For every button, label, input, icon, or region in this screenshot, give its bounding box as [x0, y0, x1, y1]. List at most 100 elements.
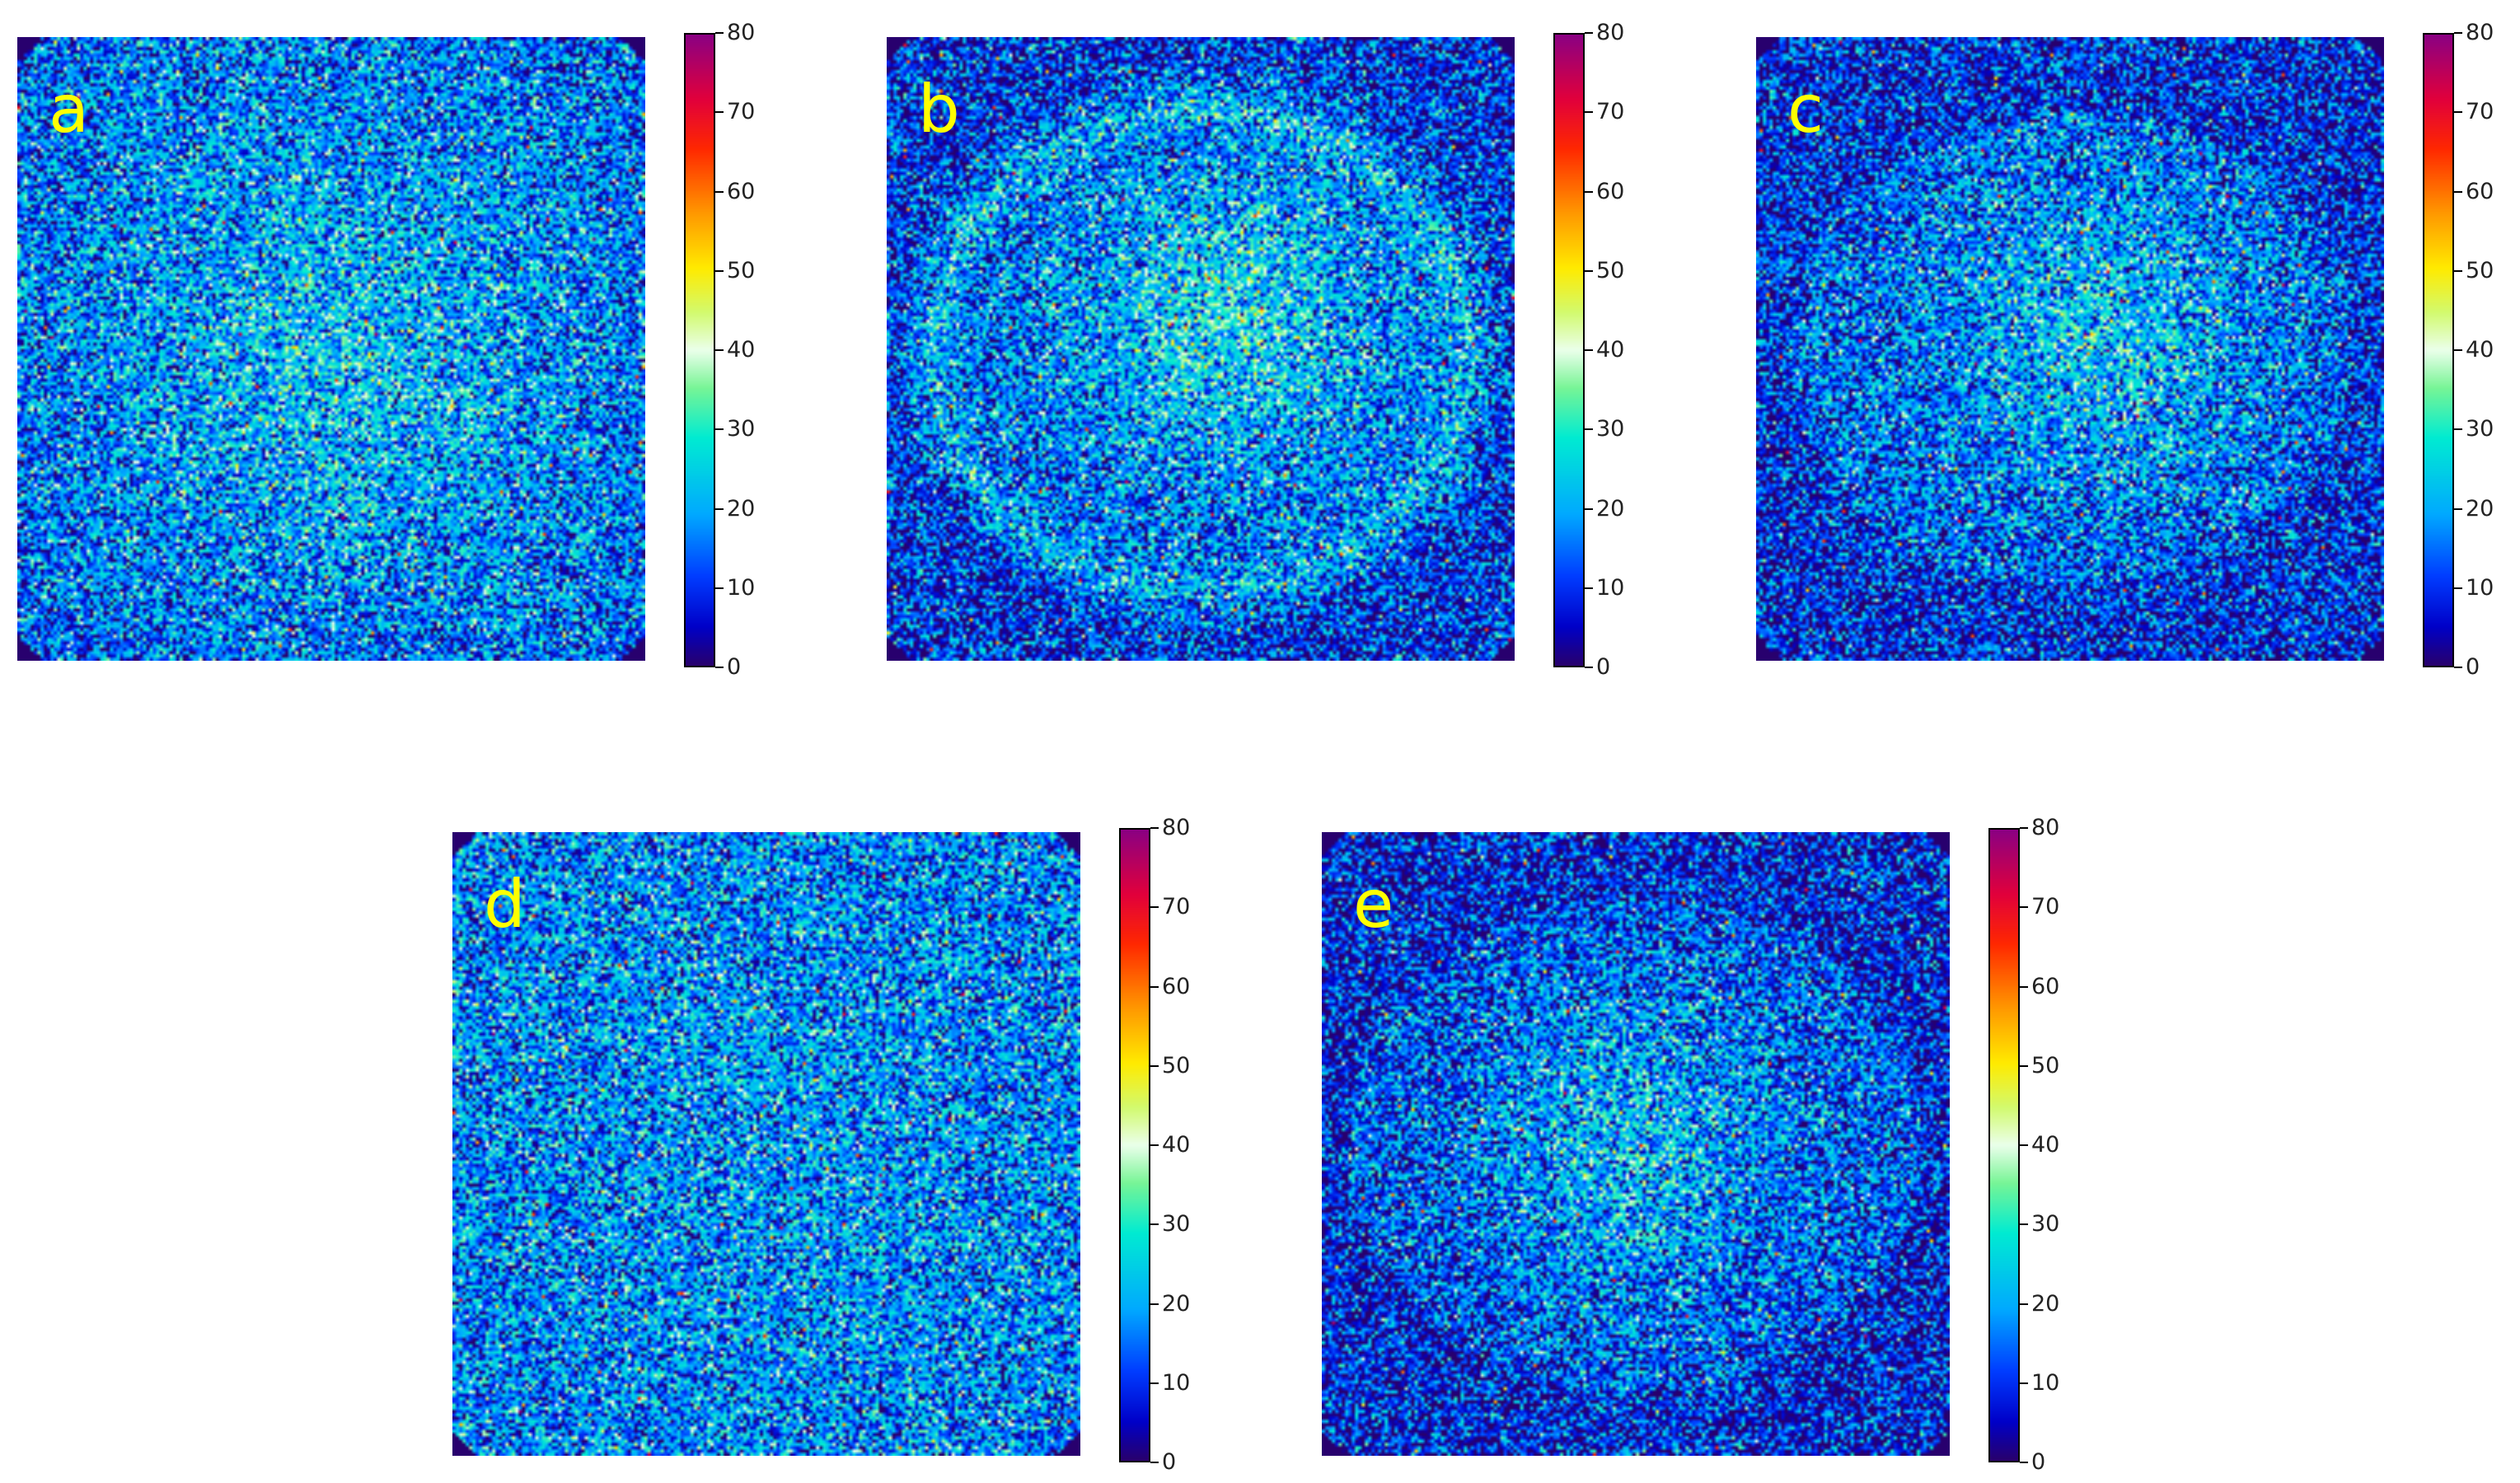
- colorbar-tick: [2454, 32, 2462, 34]
- colorbar-tick: [2454, 349, 2462, 351]
- colorbar-tick-label: 10: [2031, 1369, 2060, 1396]
- heatmap-d: [452, 832, 1080, 1456]
- colorbar-tick: [2020, 1462, 2028, 1463]
- colorbar-tick: [2454, 111, 2462, 114]
- colorbar-tick-label: 20: [2031, 1290, 2060, 1317]
- colorbar-tick-label: 0: [2031, 1449, 2046, 1475]
- colorbar-tick: [1150, 827, 1159, 829]
- colorbar-tick: [715, 667, 724, 668]
- colorbar-e: [1988, 828, 2020, 1462]
- colorbar-tick: [715, 349, 724, 351]
- colorbar-tick: [2020, 906, 2028, 909]
- heatmap-a: [17, 37, 645, 661]
- colorbar-d: [1119, 828, 1150, 1462]
- colorbar-tick: [1150, 1382, 1159, 1384]
- colorbar-tick: [1585, 587, 1593, 589]
- colorbar-tick-label: 60: [2031, 973, 2060, 999]
- colorbar-tick: [1150, 906, 1159, 909]
- colorbar-tick: [2020, 1223, 2028, 1226]
- colorbar-tick: [2454, 508, 2462, 510]
- colorbar-tick-label: 20: [727, 495, 756, 522]
- colorbar-tick: [715, 269, 724, 272]
- colorbar-tick: [1585, 667, 1593, 668]
- colorbar-tick-label: 80: [2466, 20, 2494, 45]
- colorbar-c: [2423, 33, 2454, 667]
- colorbar-tick: [2454, 587, 2462, 589]
- colorbar-b: [1553, 33, 1585, 667]
- colorbar-tick-label: 30: [2031, 1211, 2060, 1237]
- colorbar-tick: [1150, 1064, 1159, 1067]
- colorbar-tick: [2020, 827, 2028, 829]
- colorbar-tick-label: 50: [1596, 257, 1625, 283]
- colorbar-tick: [1150, 985, 1159, 988]
- colorbar-tick: [1585, 349, 1593, 351]
- colorbar-tick-label: 30: [2466, 416, 2494, 442]
- heatmap-b: [887, 37, 1515, 661]
- colorbar-tick-label: 40: [1162, 1132, 1191, 1158]
- colorbar-tick: [2454, 190, 2462, 193]
- colorbar-tick-label: 40: [2031, 1132, 2060, 1158]
- heatmap-c: [1756, 37, 2384, 661]
- colorbar-a: [684, 33, 715, 667]
- colorbar-tick: [1585, 269, 1593, 272]
- colorbar-tick: [2020, 1303, 2028, 1305]
- colorbar-tick: [2454, 667, 2462, 668]
- colorbar-tick-label: 10: [1162, 1369, 1191, 1396]
- colorbar-tick-label: 0: [2466, 654, 2480, 680]
- colorbar-tick: [1585, 190, 1593, 193]
- colorbar-tick: [2454, 428, 2462, 431]
- colorbar-tick-label: 50: [2466, 257, 2494, 283]
- colorbar-tick: [1585, 32, 1593, 34]
- colorbar-tick-label: 60: [1596, 178, 1625, 204]
- heatmap-e: [1322, 832, 1950, 1456]
- colorbar-tick-label: 70: [2031, 894, 2060, 920]
- colorbar-tick-label: 60: [727, 178, 756, 204]
- colorbar-tick-label: 70: [1162, 894, 1191, 920]
- colorbar-tick-label: 0: [727, 654, 742, 680]
- colorbar-tick-label: 0: [1162, 1449, 1177, 1475]
- colorbar-tick-label: 30: [727, 416, 756, 442]
- colorbar-tick: [1585, 428, 1593, 431]
- colorbar-tick-label: 10: [727, 574, 756, 601]
- colorbar-tick: [1150, 1462, 1159, 1463]
- colorbar-tick-label: 50: [2031, 1052, 2060, 1078]
- colorbar-tick-label: 80: [1596, 20, 1625, 45]
- colorbar-tick: [2020, 1064, 2028, 1067]
- colorbar-tick-label: 80: [727, 20, 756, 45]
- colorbar-tick-label: 60: [2466, 178, 2494, 204]
- colorbar-tick: [715, 111, 724, 114]
- colorbar-tick: [2454, 269, 2462, 272]
- colorbar-tick-label: 0: [1596, 654, 1611, 680]
- colorbar-tick: [1150, 1144, 1159, 1146]
- colorbar-tick: [2020, 1382, 2028, 1384]
- colorbar-tick: [715, 587, 724, 589]
- colorbar-tick: [715, 508, 724, 510]
- colorbar-tick-label: 20: [2466, 495, 2494, 522]
- colorbar-tick: [715, 190, 724, 193]
- colorbar-tick-label: 10: [2466, 574, 2494, 601]
- colorbar-tick: [715, 428, 724, 431]
- colorbar-tick: [1585, 111, 1593, 114]
- colorbar-tick-label: 40: [727, 337, 756, 363]
- colorbar-tick-label: 60: [1162, 973, 1191, 999]
- colorbar-tick: [1150, 1303, 1159, 1305]
- colorbar-tick: [2020, 1144, 2028, 1146]
- colorbar-tick-label: 70: [1596, 99, 1625, 125]
- colorbar-tick-label: 40: [2466, 337, 2494, 363]
- colorbar-tick-label: 20: [1596, 495, 1625, 522]
- colorbar-tick: [1585, 508, 1593, 510]
- colorbar-tick-label: 70: [727, 99, 756, 125]
- colorbar-tick: [1150, 1223, 1159, 1226]
- colorbar-tick-label: 30: [1596, 416, 1625, 442]
- colorbar-tick-label: 30: [1162, 1211, 1191, 1237]
- colorbar-tick-label: 50: [727, 257, 756, 283]
- colorbar-tick: [2020, 985, 2028, 988]
- colorbar-tick-label: 10: [1596, 574, 1625, 601]
- colorbar-tick: [715, 32, 724, 34]
- colorbar-tick-label: 80: [1162, 815, 1191, 840]
- colorbar-tick-label: 70: [2466, 99, 2494, 125]
- colorbar-tick-label: 50: [1162, 1052, 1191, 1078]
- colorbar-tick-label: 40: [1596, 337, 1625, 363]
- colorbar-tick-label: 20: [1162, 1290, 1191, 1317]
- colorbar-tick-label: 80: [2031, 815, 2060, 840]
